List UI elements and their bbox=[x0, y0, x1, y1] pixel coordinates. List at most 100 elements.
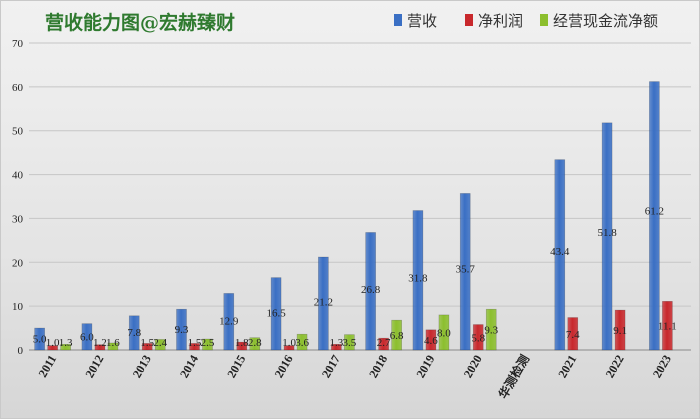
data-label: 16.5 bbox=[266, 307, 286, 319]
data-label: 3.5 bbox=[342, 337, 356, 349]
data-label: 5.0 bbox=[33, 334, 47, 346]
bar-营收-2016 bbox=[270, 277, 282, 351]
bar-营收-2019 bbox=[412, 210, 424, 351]
data-label: 51.8 bbox=[597, 227, 617, 239]
data-label: 1.5 bbox=[188, 337, 202, 349]
bars bbox=[34, 81, 673, 351]
data-label: 6.0 bbox=[80, 331, 94, 343]
x-tick-label: 华测检测 bbox=[495, 352, 532, 401]
data-label: 1.2 bbox=[93, 337, 107, 349]
data-label: 1.6 bbox=[106, 337, 120, 349]
bar-营收-2022 bbox=[601, 122, 613, 351]
y-tick-label: 60 bbox=[12, 82, 24, 94]
data-label: 7.4 bbox=[566, 329, 580, 341]
bar-营收-2023 bbox=[649, 81, 660, 351]
data-label: 6.8 bbox=[390, 330, 404, 342]
data-label: 1.3 bbox=[329, 337, 343, 349]
y-tick-label: 40 bbox=[12, 170, 24, 182]
data-label: 4.6 bbox=[424, 335, 438, 347]
data-label: 11.1 bbox=[658, 321, 677, 333]
legend-label: 净利润 bbox=[478, 12, 523, 30]
data-label: 35.7 bbox=[456, 264, 476, 276]
bar-经营现金流净额-2020 bbox=[485, 308, 497, 351]
x-tick-label: 2011 bbox=[35, 353, 59, 380]
bar-经营现金流净额-2014 bbox=[202, 338, 213, 351]
bar-经营现金流净额-2017 bbox=[344, 334, 355, 351]
bar-经营现金流净额-2015 bbox=[249, 337, 261, 351]
y-tick-label: 30 bbox=[12, 213, 24, 225]
x-tick-label: 2020 bbox=[461, 353, 485, 381]
bar-净利润-2021 bbox=[567, 317, 579, 351]
bar-净利润-2016 bbox=[283, 345, 295, 351]
bar-营收-2017 bbox=[318, 256, 329, 351]
data-label: 9.3 bbox=[175, 324, 189, 336]
data-label: 26.8 bbox=[361, 284, 381, 296]
y-tick-label: 70 bbox=[12, 38, 24, 50]
bar-营收-2014 bbox=[176, 308, 187, 351]
bar-净利润-2011 bbox=[47, 345, 58, 351]
bar-净利润-2020 bbox=[472, 324, 484, 351]
data-label: 1.0 bbox=[282, 337, 296, 349]
data-label: 3.6 bbox=[295, 337, 309, 349]
y-axis: 0 10 20 30 40 50 60 70 bbox=[12, 38, 24, 357]
bar-净利润-2015 bbox=[236, 341, 248, 351]
gridlines bbox=[29, 42, 691, 351]
data-label: 7.8 bbox=[127, 327, 141, 339]
bar-净利润-2012 bbox=[94, 344, 106, 351]
legend-swatch bbox=[540, 14, 548, 26]
bar-经营现金流净额-2019 bbox=[438, 314, 450, 351]
data-label: 2.4 bbox=[153, 337, 167, 349]
x-tick-label: 2013 bbox=[130, 353, 154, 381]
data-label: 31.8 bbox=[408, 272, 428, 284]
legend-swatch bbox=[465, 14, 473, 26]
bar-经营现金流净额-2011 bbox=[60, 343, 71, 351]
x-axis: 2011 2012 2013 2014 2015 2016 2017 2018 2019 2020… bbox=[35, 352, 674, 401]
bar-营收-2012 bbox=[81, 323, 93, 351]
x-tick-label: 2021 bbox=[555, 353, 579, 381]
data-label: 2.8 bbox=[248, 337, 262, 349]
bar-经营现金流净额-2013 bbox=[154, 339, 166, 351]
data-label: 1.3 bbox=[59, 337, 73, 349]
bar-营收-2020 bbox=[459, 193, 471, 351]
x-tick-label: 2012 bbox=[82, 353, 106, 381]
y-tick-label: 20 bbox=[12, 257, 24, 269]
y-tick-label: 50 bbox=[12, 126, 24, 138]
bar-营收-2011 bbox=[34, 327, 45, 351]
x-tick-label: 2023 bbox=[650, 353, 674, 381]
bar-营收-2013 bbox=[128, 315, 140, 351]
bar-营收-2021 bbox=[554, 159, 566, 351]
bar-经营现金流净额-2012 bbox=[107, 342, 119, 351]
x-tick-label: 2019 bbox=[413, 353, 437, 381]
data-label: 61.2 bbox=[645, 205, 664, 217]
bar-营收-2015 bbox=[223, 293, 235, 351]
bar-营收-2018 bbox=[365, 232, 376, 351]
x-tick-label: 2014 bbox=[177, 353, 201, 381]
x-tick-label: 2015 bbox=[224, 353, 248, 381]
bar-经营现金流净额-2016 bbox=[296, 333, 308, 351]
data-label: 5.8 bbox=[471, 332, 485, 344]
bar-净利润-2018 bbox=[378, 337, 389, 351]
data-labels: 5.0 1.0 1.3 6.0 1.2 1.67.81.5 2.49.31.5 2.512.9… bbox=[33, 205, 677, 349]
x-tick-label: 2016 bbox=[272, 353, 296, 381]
x-tick-label: 2017 bbox=[319, 353, 343, 381]
data-label: 9.1 bbox=[613, 325, 627, 337]
legend: 营收 净利润 经营现金流净额 bbox=[394, 12, 658, 30]
data-label: 1.5 bbox=[140, 337, 154, 349]
x-tick-label: 2022 bbox=[603, 353, 627, 381]
data-label: 9.3 bbox=[484, 325, 498, 337]
data-label: 8.0 bbox=[437, 327, 451, 339]
bar-净利润-2019 bbox=[425, 329, 437, 351]
data-label: 21.2 bbox=[314, 297, 333, 309]
bar-净利润-2023 bbox=[662, 301, 673, 351]
legend-swatch bbox=[394, 14, 402, 26]
bar-净利润-2014 bbox=[189, 343, 200, 351]
chart-title: 营收能力图@宏赫臻财 bbox=[45, 11, 235, 34]
data-label: 12.9 bbox=[219, 316, 239, 328]
bar-经营现金流净额-2018 bbox=[391, 319, 402, 351]
y-tick-label: 0 bbox=[18, 345, 24, 357]
y-tick-label: 10 bbox=[12, 301, 24, 313]
data-label: 2.5 bbox=[201, 337, 215, 349]
bar-净利润-2022 bbox=[614, 309, 626, 351]
